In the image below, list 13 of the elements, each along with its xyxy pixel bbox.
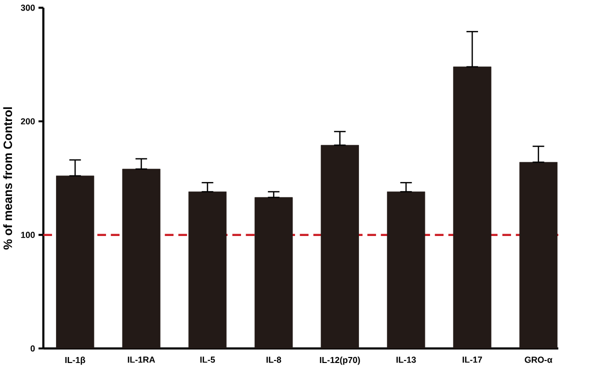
x-tick-label: IL-17 bbox=[462, 356, 482, 363]
x-tick-label: IL-5 bbox=[200, 356, 215, 363]
x-tick-label: IL-1β bbox=[65, 356, 86, 365]
x-tick-label: IL-12(p70) bbox=[320, 356, 360, 365]
y-tick-label: 0 bbox=[30, 346, 35, 352]
y-tick-label: 200 bbox=[20, 118, 35, 125]
x-tick-label: IL-8 bbox=[266, 356, 282, 363]
x-tick-label: IL-1RA bbox=[128, 356, 156, 363]
y-tick-label: 100 bbox=[21, 232, 35, 238]
x-tick-label: GRO-α bbox=[524, 356, 552, 363]
y-axis-title: % of means from Control bbox=[3, 107, 12, 250]
y-tick-label: 300 bbox=[20, 4, 35, 11]
x-tick-label: IL-13 bbox=[396, 356, 416, 363]
